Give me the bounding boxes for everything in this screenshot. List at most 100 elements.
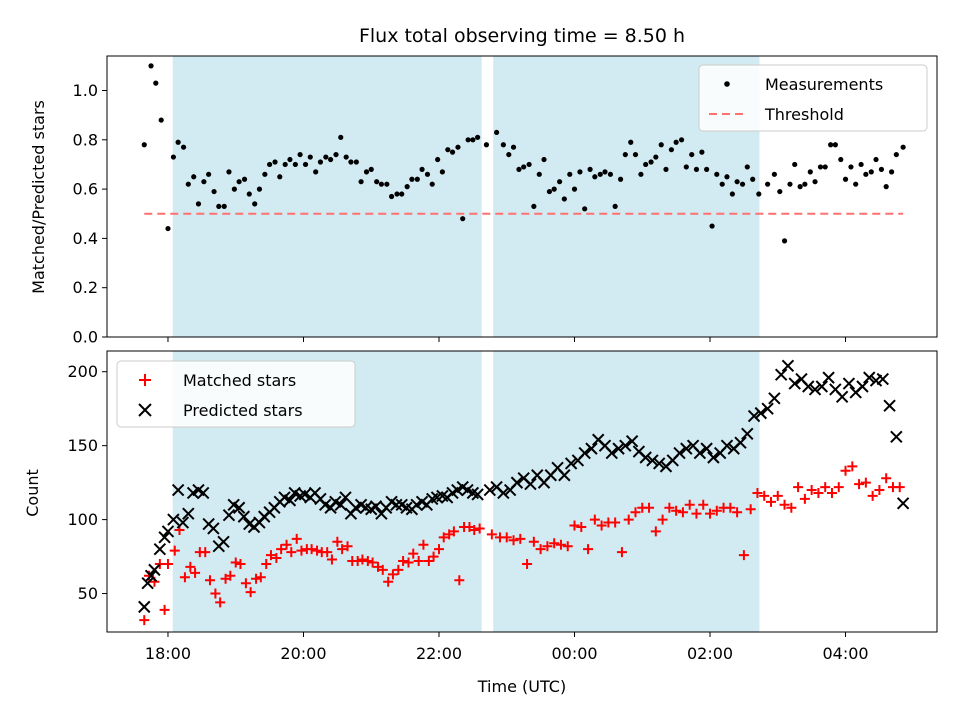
x-tick-label: 00:00: [551, 644, 597, 663]
matched-star-point: [255, 572, 266, 583]
matched-star-point: [210, 588, 221, 599]
panel-counts: 50 100 150 200 18:00 20:00 22:00 00:00 02:00 04:0…: [67, 350, 938, 663]
measurement-point: [399, 191, 405, 197]
measurement-point: [475, 134, 481, 140]
measurement-point: [292, 161, 298, 168]
measurement-point: [153, 80, 159, 86]
measurement-point: [435, 156, 441, 163]
matched-star-point: [522, 558, 533, 569]
measurement-point: [668, 147, 675, 153]
measurement-point: [571, 186, 578, 192]
measurement-point: [658, 142, 664, 148]
matched-star-point: [200, 547, 211, 558]
predicted-star-point: [700, 442, 713, 455]
matched-star-point: [403, 557, 414, 568]
series-measurements: [141, 63, 906, 244]
measurement-point: [221, 203, 227, 209]
predicted-star-point: [741, 427, 754, 441]
matched-star-point: [286, 547, 297, 558]
measurement-point: [141, 142, 147, 148]
matched-star-point: [271, 553, 282, 564]
legend: Measurements Threshold: [698, 64, 928, 132]
matched-star-point: [469, 524, 480, 535]
measurement-point: [439, 169, 445, 175]
y-tick-label: 150: [67, 436, 98, 455]
matched-star-point: [555, 539, 566, 550]
measurement-point: [744, 164, 750, 170]
y-tick-label: 200: [67, 362, 98, 381]
measurement-point: [262, 171, 268, 177]
predicted-star-point: [471, 488, 484, 501]
y-tick-label: 0.6: [73, 180, 98, 199]
measurement-point: [302, 161, 309, 168]
measurement-point: [750, 176, 756, 182]
matched-star-point: [362, 556, 373, 567]
measurement-point: [628, 139, 634, 145]
matched-star-point: [596, 520, 607, 531]
predicted-star-point: [734, 436, 747, 449]
matched-star-point: [357, 554, 368, 565]
matched-star-point: [486, 529, 497, 540]
measurement-point: [317, 159, 324, 165]
predicted-star-point: [890, 430, 903, 443]
measurement-point: [729, 191, 735, 197]
matched-star-point: [644, 502, 655, 513]
measurement-point: [709, 223, 715, 229]
matched-star-point: [413, 556, 424, 567]
predicted-star-point: [283, 494, 297, 507]
predicted-star-point: [578, 446, 591, 460]
predicted-star-point: [707, 451, 720, 464]
predicted-star-point: [639, 451, 652, 464]
measurement-point: [863, 171, 869, 177]
matched-star-point: [772, 490, 783, 501]
measurement-point: [787, 181, 793, 187]
predicted-star-point: [788, 377, 801, 390]
matched-star-point: [448, 526, 459, 537]
predicted-star-point: [585, 442, 598, 455]
predicted-star-point: [483, 483, 497, 497]
measurement-point: [201, 179, 207, 185]
matched-star-point: [377, 564, 388, 575]
measurement-point: [170, 154, 176, 160]
x-tick-label: 18:00: [145, 644, 191, 663]
measurement-point: [516, 166, 522, 172]
matched-star-point: [630, 507, 641, 518]
measurement-point: [348, 159, 354, 165]
measurement-point: [231, 186, 237, 192]
measurement-point: [822, 164, 828, 170]
matched-star-point: [306, 544, 317, 555]
measurement-point: [465, 137, 471, 143]
matched-star-point: [549, 538, 560, 549]
measurement-point: [771, 171, 777, 177]
predicted-star-point: [883, 399, 896, 412]
measurement-point: [500, 142, 506, 148]
matched-star-point: [528, 536, 539, 547]
predicted-star-point: [815, 380, 829, 393]
legend-label: Predicted stars: [183, 401, 303, 420]
measurement-point: [297, 151, 303, 158]
matched-star-point: [204, 575, 215, 586]
matched-star-point: [508, 535, 519, 546]
y-tick-label: 1.0: [73, 81, 98, 100]
matched-star-point: [225, 570, 236, 581]
predicted-star-point: [761, 402, 774, 415]
measurement-point: [567, 171, 573, 177]
measurement-point: [577, 169, 583, 175]
measurement-point: [848, 164, 854, 170]
matched-star-point: [867, 490, 878, 501]
predicted-star-point: [144, 569, 158, 583]
predicted-star-point: [510, 476, 524, 489]
matched-star-point: [874, 485, 885, 496]
predicted-star-point: [768, 392, 781, 405]
predicted-star-point: [754, 406, 768, 420]
matched-star-point: [418, 539, 429, 550]
measurement-point: [272, 159, 278, 165]
matched-star-point: [738, 550, 749, 561]
predicted-star-point: [646, 454, 659, 467]
predicted-star-point: [148, 563, 161, 577]
measurement-point: [267, 161, 273, 168]
measurement-point: [404, 184, 410, 190]
measurement-point: [719, 181, 725, 187]
measurement-point: [158, 117, 164, 123]
predicted-star-point: [612, 442, 625, 455]
